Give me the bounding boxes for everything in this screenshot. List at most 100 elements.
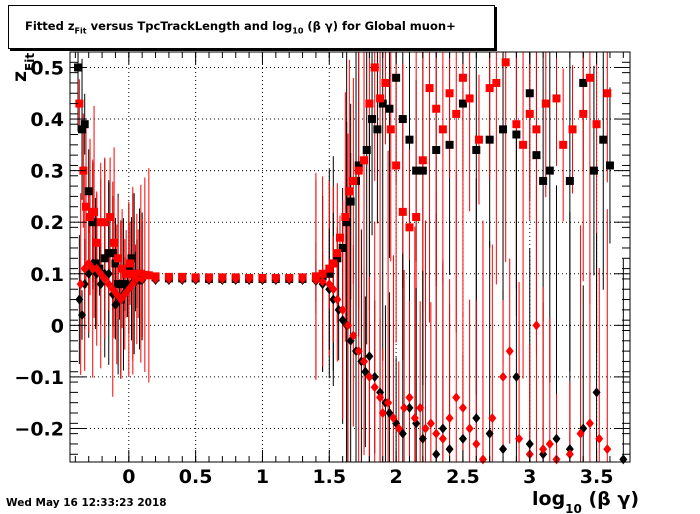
- data-point-square: [592, 120, 601, 129]
- data-point-square: [541, 99, 550, 108]
- y-tick-labels: −0.2 −0.1 0 0.1 0.2 0.3 0.4 0.5: [14, 57, 64, 440]
- data-point-diamond: [576, 428, 585, 439]
- data-point-diamond: [231, 273, 240, 284]
- y-tick-label: −0.2: [14, 418, 64, 440]
- data-point-square: [386, 125, 395, 134]
- data-point-square: [465, 94, 474, 103]
- data-point-square: [90, 207, 99, 216]
- data-point-diamond: [104, 279, 113, 290]
- data-point-square: [144, 271, 153, 280]
- data-point-diamond: [204, 273, 213, 284]
- data-point-diamond: [552, 433, 561, 444]
- data-point-square: [603, 89, 612, 98]
- data-point-square: [136, 269, 145, 278]
- data-point-diamond: [595, 433, 604, 444]
- data-point-square: [532, 125, 541, 134]
- data-point-diamond: [349, 330, 358, 341]
- x-tick-label: 2: [389, 466, 402, 488]
- data-point-square: [126, 259, 135, 268]
- data-point-diamond: [512, 371, 521, 382]
- title-box: Fitted zFit versus TpcTrackLength and lo…: [8, 5, 495, 49]
- data-point-square: [354, 166, 363, 175]
- data-point-diamond: [84, 268, 93, 279]
- data-point-diamond: [532, 320, 541, 331]
- data-point-diamond: [472, 438, 481, 449]
- data-point-square: [418, 156, 427, 165]
- data-point-diamond: [325, 279, 334, 290]
- data-point-diamond: [384, 397, 393, 408]
- data-point-diamond: [385, 408, 394, 419]
- data-point-diamond: [505, 346, 514, 357]
- data-point-diamond: [92, 268, 101, 279]
- data-point-square: [122, 269, 131, 278]
- data-point-square: [605, 161, 614, 170]
- data-point-square: [325, 264, 334, 273]
- y-tick-label: 0: [51, 315, 64, 337]
- data-point-diamond: [108, 284, 117, 295]
- data-point-diamond: [132, 273, 141, 284]
- data-point-square: [405, 135, 414, 144]
- data-point-diamond: [334, 304, 343, 315]
- y-tick-label: 0.2: [30, 212, 64, 234]
- data-point-diamond: [164, 273, 173, 284]
- data-point-diamond: [100, 268, 109, 279]
- data-point-diamond: [78, 310, 87, 321]
- data-point-square: [120, 280, 129, 289]
- data-point-square: [349, 176, 358, 185]
- y-tick-label: 0.5: [30, 57, 64, 79]
- data-point-square: [333, 249, 342, 258]
- data-point-square: [545, 166, 554, 175]
- data-point-square: [458, 73, 467, 82]
- data-point-diamond: [178, 273, 187, 284]
- data-point-square: [100, 254, 109, 263]
- data-point-square: [110, 238, 119, 247]
- data-point-square: [445, 89, 454, 98]
- data-point-diamond: [445, 413, 454, 424]
- data-point-diamond: [416, 402, 425, 413]
- data-point-square: [111, 259, 120, 268]
- data-point-square: [108, 249, 117, 258]
- data-point-square: [458, 99, 467, 108]
- data-point-square: [412, 213, 421, 222]
- data-point-square: [392, 161, 401, 170]
- data-point-diamond: [539, 444, 548, 455]
- data-point-square: [552, 94, 561, 103]
- data-point-diamond: [370, 371, 379, 382]
- data-point-square: [472, 145, 481, 154]
- data-point-diamond: [592, 387, 601, 398]
- data-point-diamond: [343, 320, 352, 331]
- data-point-diamond: [325, 284, 334, 295]
- data-point-square: [104, 249, 113, 258]
- data-point-diamond: [108, 289, 117, 300]
- x-tick-label: 3: [523, 466, 536, 488]
- data-point-diamond: [112, 289, 121, 300]
- data-point-square: [425, 84, 434, 93]
- data-point-diamond: [80, 263, 89, 274]
- data-point-square: [589, 166, 598, 175]
- data-point-square: [398, 115, 407, 124]
- data-point-diamond: [478, 454, 487, 465]
- data-point-diamond: [365, 351, 374, 362]
- data-point-diamond: [365, 371, 374, 382]
- data-point-diamond: [329, 284, 338, 295]
- data-point-diamond: [124, 284, 133, 295]
- data-point-diamond: [258, 273, 267, 284]
- x-tick-label: 0.5: [179, 466, 213, 488]
- data-point-square: [360, 156, 369, 165]
- data-point-diamond: [438, 423, 447, 434]
- data-point-square: [418, 166, 427, 175]
- data-point-diamond: [354, 346, 363, 357]
- data-point-diamond: [432, 428, 441, 439]
- data-point-diamond: [298, 273, 307, 284]
- data-point-square: [525, 89, 534, 98]
- data-point-diamond: [400, 402, 409, 413]
- data-point-diamond: [394, 423, 403, 434]
- data-point-diamond: [458, 433, 467, 444]
- data-point-diamond: [539, 449, 548, 460]
- data-point-square: [381, 78, 390, 87]
- data-point-square: [501, 58, 510, 67]
- data-point-diamond: [75, 294, 84, 305]
- data-point-diamond: [104, 268, 113, 279]
- y-tick-label: 0.1: [30, 264, 64, 286]
- data-point-square: [373, 125, 382, 134]
